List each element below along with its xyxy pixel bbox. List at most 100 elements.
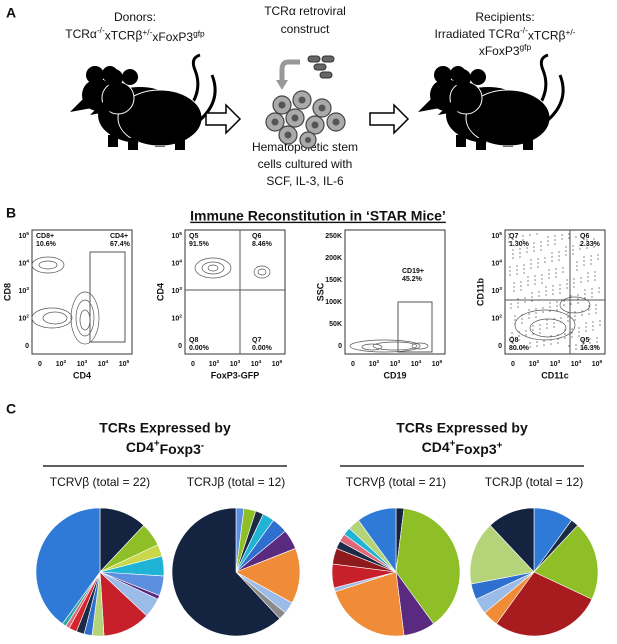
gate-name: Q8 — [189, 337, 198, 344]
scatter-dot — [544, 257, 546, 259]
arrow — [369, 103, 410, 135]
scatter-dot — [560, 317, 562, 319]
scatter-dot — [531, 296, 533, 298]
scatter-dot — [537, 262, 539, 264]
superscript: 2 — [179, 314, 182, 320]
superscript: -/- — [520, 25, 528, 35]
scatter-dot — [545, 290, 547, 292]
flow-plot: 250K 200K 150K 100K 50K 0 0 102​ 103​ 104​ 105​ CD1… — [315, 229, 446, 380]
y-tick-label: 103​ — [491, 286, 502, 295]
scatter-dot — [515, 236, 517, 238]
scatter-dot — [515, 240, 517, 242]
pie-label: TCRVβ (total = 21) — [346, 475, 446, 489]
superscript: 3 — [558, 359, 561, 365]
scatter-dot — [552, 293, 554, 295]
pie-slice — [395, 508, 461, 625]
scatter-dot — [539, 328, 541, 330]
mouse-icon — [70, 53, 217, 150]
scatter-dot — [520, 285, 522, 287]
scatter-dot — [588, 313, 590, 315]
scatter-dot — [519, 248, 521, 250]
superscript: 2 — [499, 314, 502, 320]
pie-slice — [171, 507, 281, 637]
scatter-dot — [538, 291, 540, 293]
scatter-dot — [594, 275, 596, 277]
text-part: 10 — [209, 361, 217, 368]
x-tick-label: 102​ — [529, 359, 540, 368]
x-tick-label: 103​ — [77, 359, 88, 368]
scatter-dot — [532, 325, 534, 327]
gate-name: Q7 — [252, 337, 261, 344]
gate-name: Q8 — [509, 337, 518, 344]
superscript: 5 — [499, 231, 502, 237]
panel-label: C — [6, 401, 16, 417]
text-part: 10 — [432, 361, 440, 368]
text-part: Irradiated TCRα — [435, 27, 520, 41]
gate-name: CD8+ — [36, 233, 54, 240]
scatter-dot — [577, 298, 579, 300]
contour — [42, 311, 68, 325]
scatter-dot — [510, 307, 512, 309]
recipients-title: Recipients: — [475, 10, 534, 24]
scatter-dot — [519, 252, 521, 254]
scatter-dot — [583, 260, 585, 262]
scatter-dot — [593, 238, 595, 240]
scatter-dot — [551, 260, 553, 262]
text-part: 10 — [18, 233, 26, 240]
scatter-dot — [568, 345, 570, 347]
scatter-dot — [571, 336, 573, 338]
scatter-dot — [588, 309, 590, 311]
scatter-dot — [570, 295, 572, 297]
scatter-dot — [566, 279, 568, 281]
group-title: TCRs Expressed by — [396, 420, 528, 436]
panel-label: A — [6, 5, 16, 21]
scatter-dot — [552, 289, 554, 291]
gate-name: CD19+ — [402, 268, 424, 275]
text-part: TCRα — [65, 27, 97, 41]
scatter-dot — [520, 281, 522, 283]
y-tick-label: 150K — [325, 277, 342, 284]
superscript: 3 — [26, 286, 29, 292]
text-part: Foxp3 — [160, 441, 201, 457]
scatter-dot — [566, 283, 568, 285]
scatter-dot — [568, 233, 570, 235]
x-tick-label: 102​ — [56, 359, 67, 368]
y-tick-label: 50K — [329, 321, 342, 328]
gate-percent: 80.0% — [509, 345, 530, 352]
mouse-icon — [416, 53, 565, 152]
scatter-dot — [518, 339, 520, 341]
scatter-dot — [548, 273, 550, 275]
construct-text: TCRα retroviral — [264, 4, 346, 18]
scatter-dot — [517, 306, 519, 308]
scatter-dot — [583, 264, 585, 266]
scatter-dot — [563, 300, 565, 302]
plot-frame — [344, 229, 446, 355]
scatter-dot — [535, 316, 537, 318]
scatter-dot — [572, 253, 574, 255]
scatter-dot — [565, 254, 567, 256]
superscript: 4 — [259, 359, 262, 365]
pie-slice — [235, 548, 301, 604]
scatter-dot — [558, 251, 560, 253]
scatter-dot — [574, 311, 576, 313]
y-tick-label: 0 — [338, 343, 342, 350]
scatter-dot — [513, 286, 515, 288]
scatter-dot — [531, 300, 533, 302]
scatter-dot — [573, 282, 575, 284]
scatter-dot — [586, 243, 588, 245]
superscript: + — [450, 438, 456, 449]
scatter-dot — [576, 265, 578, 267]
scatter-dot — [596, 341, 598, 343]
scatter-dot — [585, 330, 587, 332]
superscript: + — [497, 440, 503, 451]
text-part: xFoxP3 — [152, 30, 193, 44]
scatter-dot — [527, 280, 529, 282]
gate-percent: 0.00% — [252, 345, 273, 352]
y-tick-label: 102​ — [491, 314, 502, 323]
scatter-dot — [536, 341, 538, 343]
x-tick-label: 103​ — [390, 359, 401, 368]
scatter-dot — [582, 339, 584, 341]
scatter-dot — [598, 287, 600, 289]
y-tick-label: 103​ — [18, 286, 29, 295]
superscript: 5 — [280, 359, 283, 365]
